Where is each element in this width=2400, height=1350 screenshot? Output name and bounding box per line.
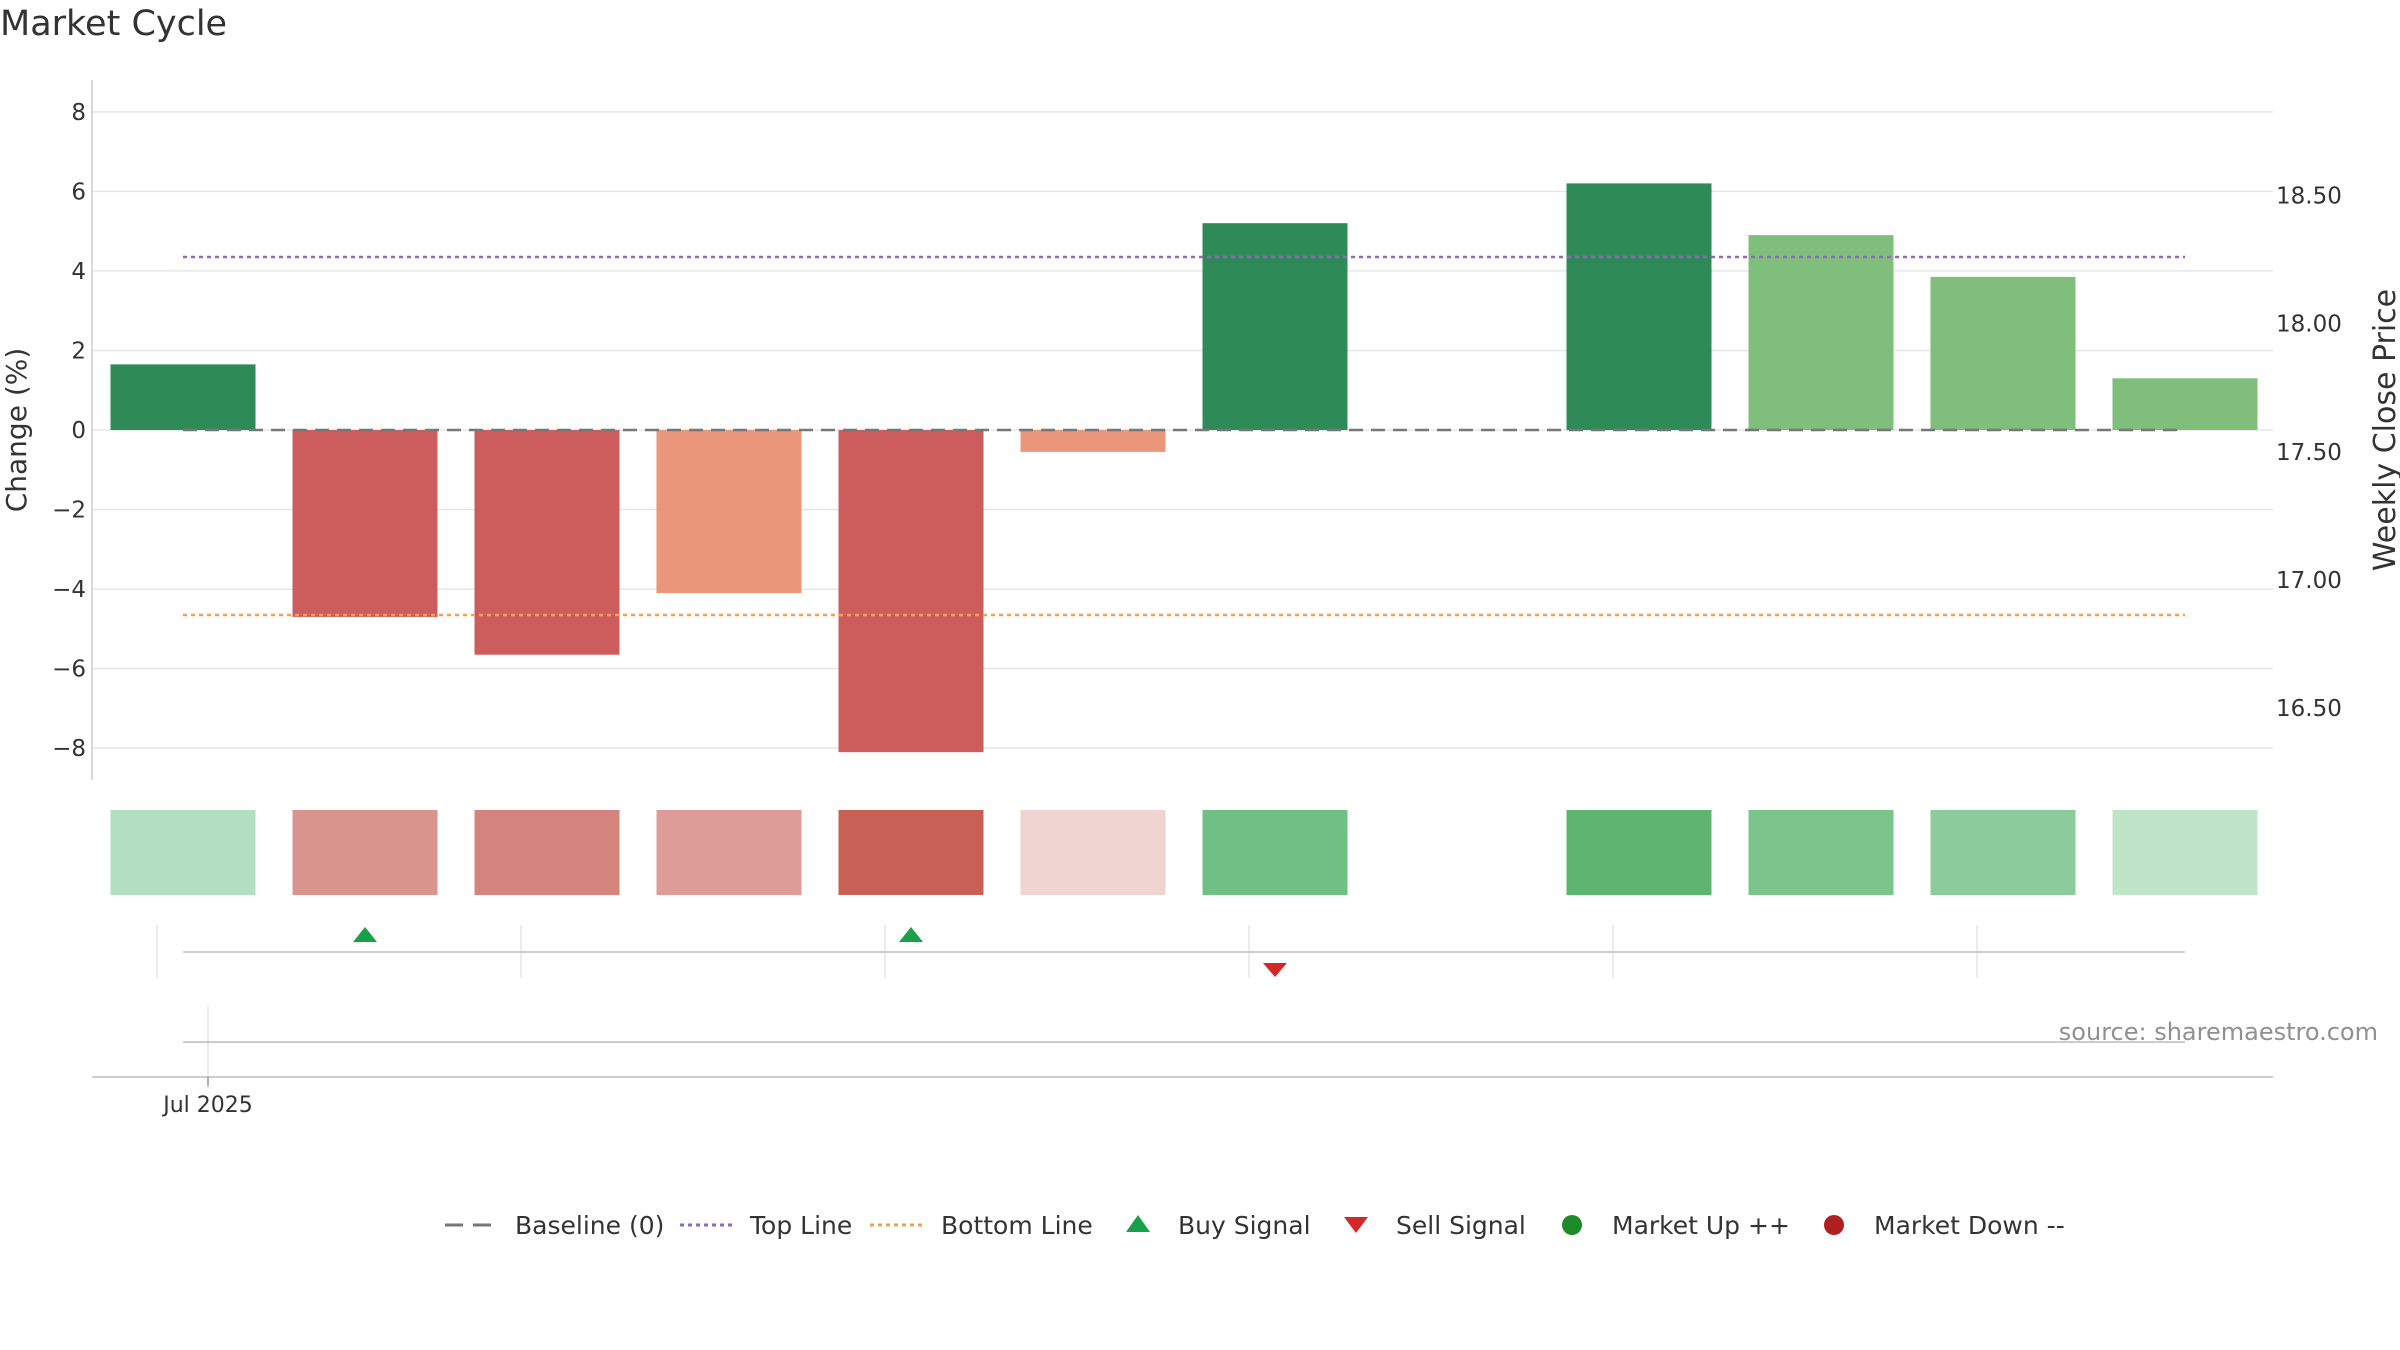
y2-tick-label: 16.50 xyxy=(2276,696,2342,722)
heat-cell xyxy=(110,810,256,895)
bar xyxy=(1020,430,1166,452)
bar xyxy=(1566,183,1712,430)
y-tick-label: 0 xyxy=(71,418,86,444)
y2-tick-label: 17.50 xyxy=(2276,440,2342,466)
buy-signal-marker xyxy=(353,927,377,942)
legend-item: Sell Signal xyxy=(1344,1211,1526,1240)
legend-label: Bottom Line xyxy=(941,1211,1093,1240)
timeline-panel xyxy=(92,1005,2273,1088)
bar xyxy=(1930,276,2076,430)
y-tick-label: −6 xyxy=(52,657,86,683)
heat-strip-layer xyxy=(110,810,2258,895)
y-axis-label: Change (%) xyxy=(0,348,33,513)
chart-title: Market Cycle xyxy=(0,4,228,44)
bar xyxy=(1202,223,1348,430)
legend-item: Top Line xyxy=(680,1211,852,1240)
y-tick-label: 6 xyxy=(71,179,86,205)
heat-cell xyxy=(1566,810,1712,895)
heat-cell xyxy=(1930,810,2076,895)
signal-panel xyxy=(156,925,2185,978)
heat-cell xyxy=(838,810,984,895)
y-tick-label: −8 xyxy=(52,736,86,762)
y-tick-label: 4 xyxy=(71,259,86,285)
sell-signal-marker xyxy=(1263,963,1287,977)
y2-axis-label: Weekly Close Price xyxy=(2368,289,2400,571)
heat-cell xyxy=(1748,810,1894,895)
y-tick-label: 2 xyxy=(71,338,86,364)
legend-label: Top Line xyxy=(749,1211,852,1240)
legend-swatch-triangle-down xyxy=(1344,1217,1368,1233)
heat-cell xyxy=(2112,810,2258,895)
y2-tick-label: 18.00 xyxy=(2276,312,2342,338)
bar xyxy=(292,430,438,617)
reference-lines-layer xyxy=(183,255,2185,617)
legend-item: Market Down -- xyxy=(1824,1211,2065,1240)
grid-layer xyxy=(92,111,2273,749)
y2-tick-label: 17.00 xyxy=(2276,568,2342,594)
bars-layer xyxy=(110,183,2258,753)
legend-label: Sell Signal xyxy=(1396,1211,1526,1240)
bar xyxy=(1748,235,1894,430)
bar xyxy=(2112,378,2258,430)
x-tick-label: Jul 2025 xyxy=(161,1093,253,1118)
bar xyxy=(110,364,256,430)
legend-item: Baseline (0) xyxy=(445,1211,664,1240)
legend-swatch-circle xyxy=(1562,1215,1582,1235)
heat-cell xyxy=(1020,810,1166,895)
bar xyxy=(656,430,802,594)
heat-cell xyxy=(1202,810,1348,895)
source-label: source: sharemaestro.com xyxy=(2059,1018,2378,1046)
y2-tick-label: 18.50 xyxy=(2276,183,2342,209)
legend-item: Bottom Line xyxy=(870,1211,1093,1240)
axes-layer: 8 6 4 2 0 −2 −4 −6 −8 18.50 18.00 17.50 17.00 16.50 xyxy=(52,80,2342,780)
y-tick-label: 8 xyxy=(71,100,86,126)
legend-swatch-circle xyxy=(1824,1215,1844,1235)
y-tick-label: −4 xyxy=(52,577,86,603)
heat-cell xyxy=(656,810,802,895)
legend-label: Baseline (0) xyxy=(515,1211,664,1240)
bar xyxy=(838,430,984,753)
bar xyxy=(474,430,620,655)
heat-cell xyxy=(292,810,438,895)
legend-item: Market Up ++ xyxy=(1562,1211,1790,1240)
legend-swatch-triangle-up xyxy=(1126,1215,1150,1232)
y-tick-label: −2 xyxy=(52,498,86,524)
legend-label: Market Down -- xyxy=(1874,1211,2065,1240)
legend-label: Market Up ++ xyxy=(1612,1211,1790,1240)
buy-signal-marker xyxy=(899,927,923,942)
heat-cell xyxy=(474,810,620,895)
legend-label: Buy Signal xyxy=(1178,1211,1311,1240)
legend: Baseline (0) Top Line Bottom Line Buy Signa… xyxy=(445,1211,2065,1240)
legend-item: Buy Signal xyxy=(1126,1211,1311,1240)
